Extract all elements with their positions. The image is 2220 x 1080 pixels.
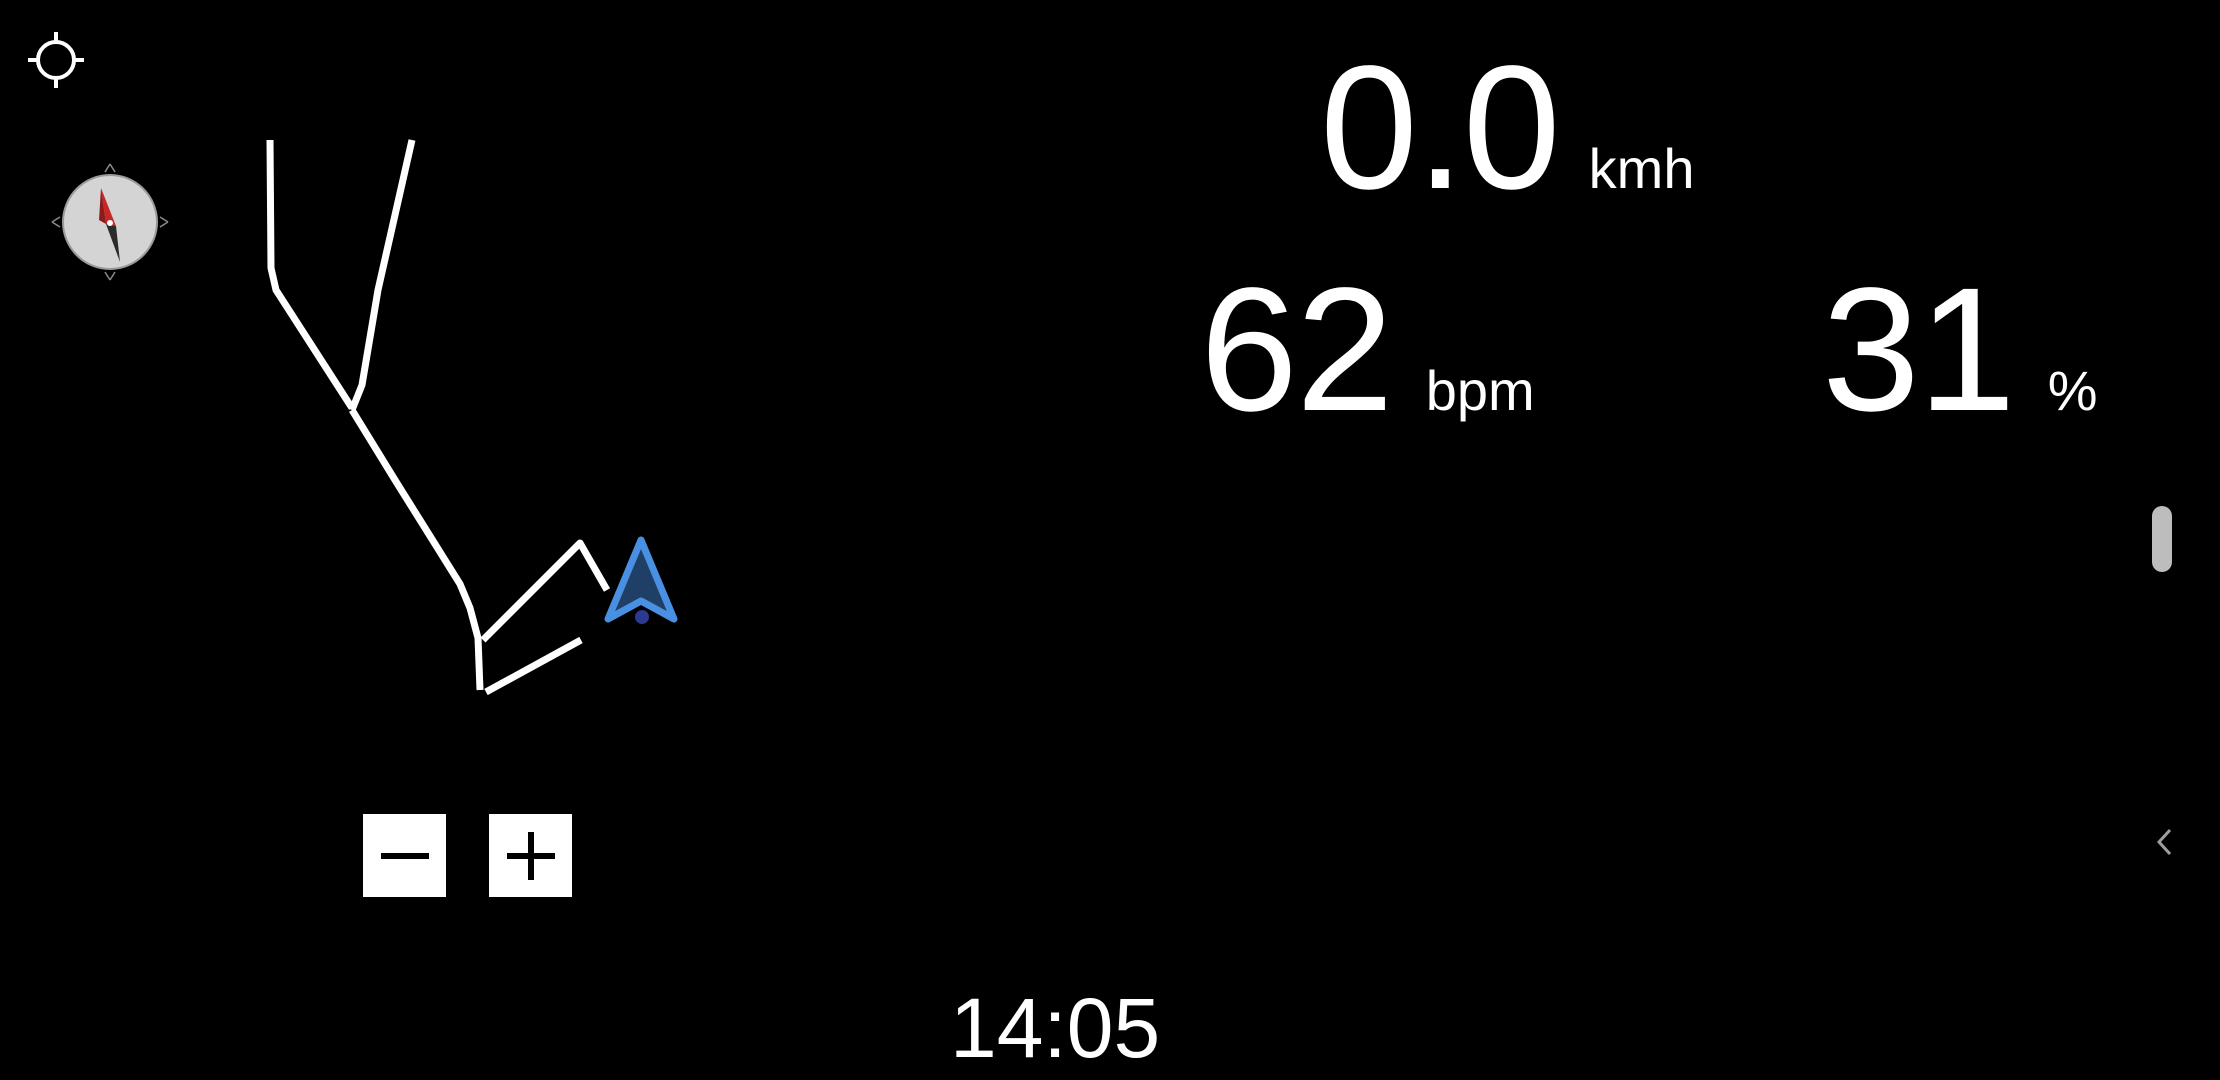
heart-rate-readout: 62 bpm — [1200, 262, 1535, 438]
speed-value: 0.0 — [1320, 30, 1561, 226]
zoom-out-button[interactable] — [363, 814, 446, 897]
speed-readout: 0.0 kmh — [1320, 40, 1694, 216]
percent-value: 31 — [1822, 252, 2016, 448]
track-map — [266, 139, 678, 696]
chevron-left-icon — [2156, 828, 2172, 856]
clock-time: 14:05 — [950, 981, 1161, 1075]
navigation-arrow-icon — [604, 536, 678, 623]
heart-rate-unit: bpm — [1425, 359, 1535, 422]
percent-unit: % — [2047, 359, 2098, 422]
track-path — [348, 139, 416, 412]
scroll-handle[interactable] — [2152, 506, 2172, 572]
track-path — [484, 636, 583, 696]
zoom-in-button[interactable] — [489, 814, 572, 897]
locate-button[interactable] — [26, 30, 86, 90]
minus-icon — [380, 852, 429, 859]
crosshair-target-icon — [28, 32, 84, 88]
plus-icon — [506, 831, 555, 880]
compass-icon — [51, 163, 169, 281]
heart-rate-value: 62 — [1200, 252, 1394, 448]
compass-button[interactable] — [50, 162, 170, 282]
speed-unit: kmh — [1588, 137, 1695, 200]
track-path — [266, 139, 355, 410]
position-marker — [604, 536, 678, 624]
side-panel-toggle[interactable] — [2150, 822, 2180, 862]
track-path — [480, 539, 611, 643]
percent-readout: 31 % — [1822, 262, 2098, 438]
track-path — [349, 408, 484, 691]
map-view[interactable] — [0, 0, 1000, 1080]
